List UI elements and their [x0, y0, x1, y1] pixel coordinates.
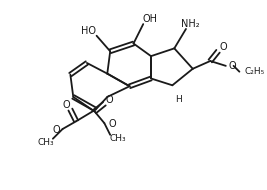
Text: O: O — [108, 119, 116, 129]
Text: O: O — [219, 42, 227, 52]
Text: NH₂: NH₂ — [180, 19, 199, 29]
Text: C₂H₅: C₂H₅ — [245, 67, 265, 76]
Text: CH₃: CH₃ — [38, 138, 54, 147]
Text: H: H — [175, 95, 182, 104]
Text: O: O — [52, 125, 60, 135]
Text: HO: HO — [81, 26, 96, 36]
Text: O: O — [63, 100, 70, 110]
Text: CH₃: CH₃ — [110, 134, 126, 143]
Text: O: O — [229, 61, 236, 71]
Text: O: O — [105, 95, 113, 105]
Text: OH: OH — [143, 14, 158, 24]
